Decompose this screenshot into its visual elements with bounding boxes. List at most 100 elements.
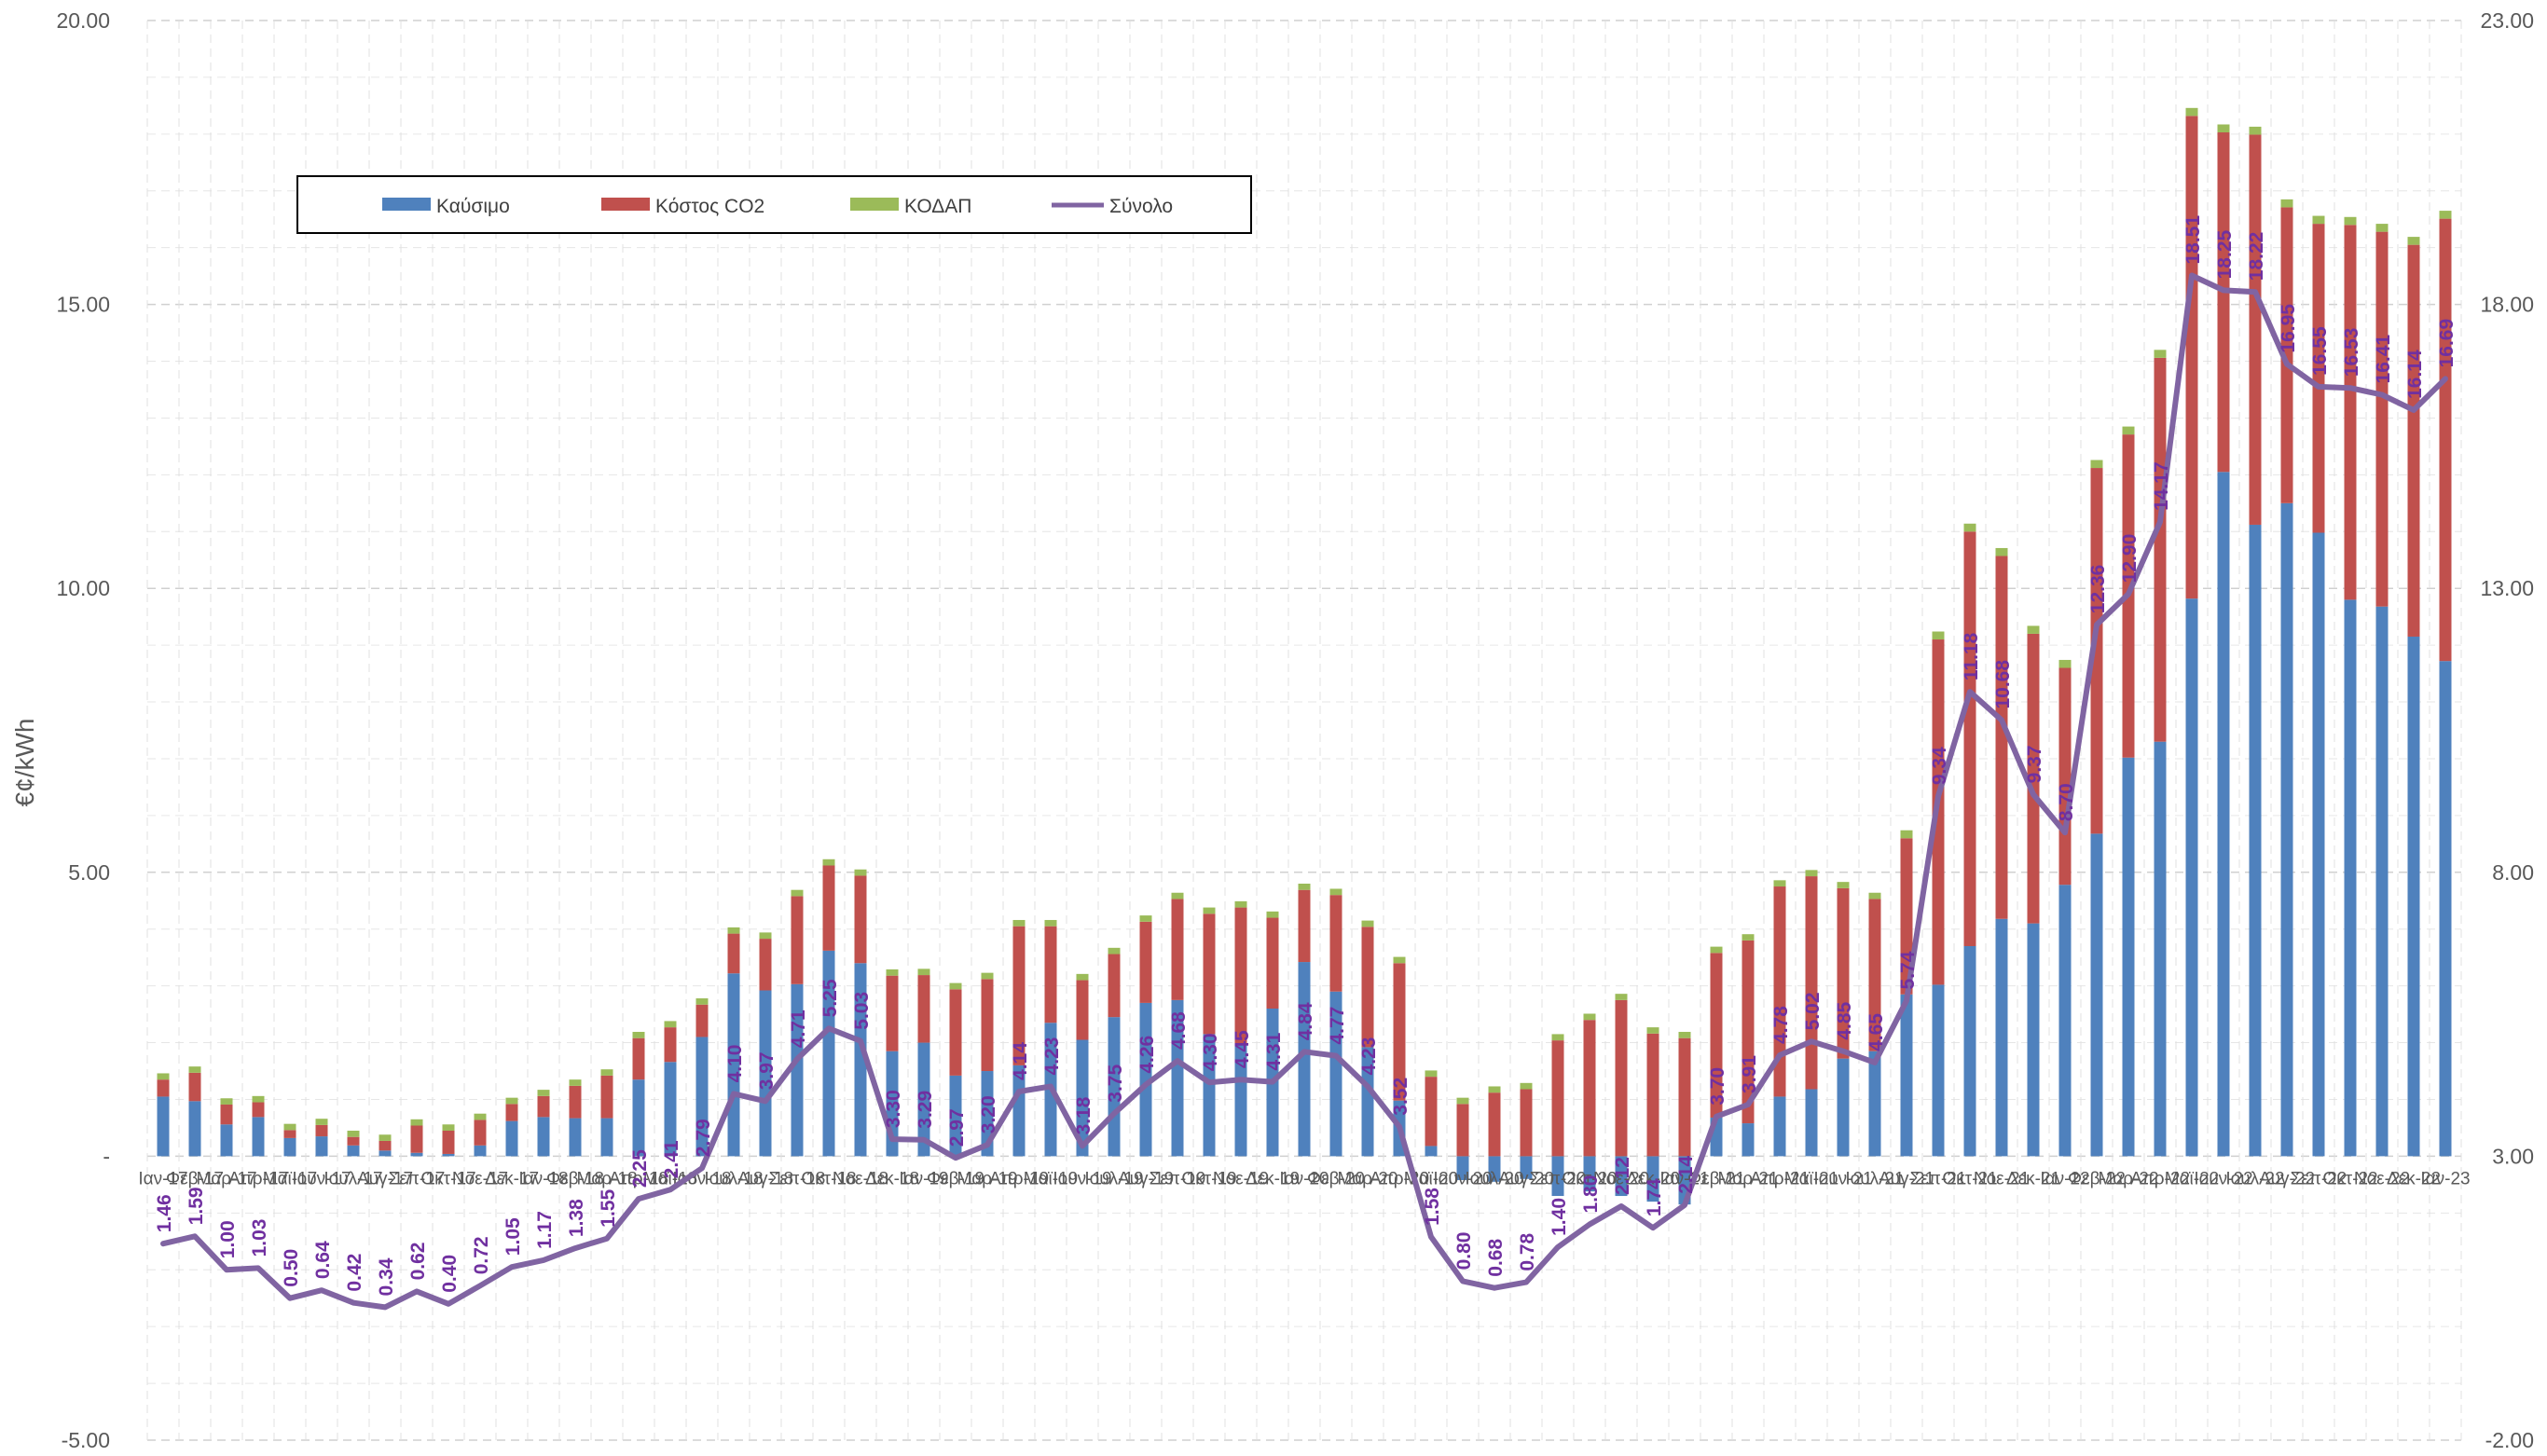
x-tick-label: Μαρ-20 xyxy=(1337,1169,1397,1188)
bar-fuel xyxy=(949,1075,962,1157)
data-label: 0.42 xyxy=(344,1254,365,1292)
bar-fuel xyxy=(1456,1156,1469,1180)
bar-fuel xyxy=(2375,606,2389,1157)
bar-kodap xyxy=(1298,883,1311,890)
bar-co2 xyxy=(1868,899,1881,1051)
data-label: 1.03 xyxy=(249,1219,270,1257)
y-tick-label: -5.00 xyxy=(62,1428,110,1452)
bar-fuel xyxy=(2312,532,2325,1157)
bar-co2 xyxy=(1171,899,1184,1000)
bar-co2 xyxy=(886,975,899,1051)
data-label: 4.77 xyxy=(1327,1007,1348,1045)
x-tick-label: Σεπ-20 xyxy=(1530,1169,1587,1188)
bar-fuel xyxy=(410,1152,423,1157)
bar-fuel xyxy=(1203,1034,1216,1157)
bar-fuel xyxy=(695,1037,709,1157)
bar-fuel xyxy=(379,1150,392,1157)
bar-co2 xyxy=(252,1102,265,1118)
bar-fuel xyxy=(1520,1156,1533,1179)
bar-co2 xyxy=(379,1140,392,1151)
data-label: 3.29 xyxy=(915,1091,936,1129)
x-tick-label: Ιουν-17 xyxy=(292,1169,351,1188)
x-tick-label: Αυγ-18 xyxy=(737,1169,793,1188)
y2-tick-label: 8.00 xyxy=(2492,860,2534,885)
bar-fuel xyxy=(1361,1047,1374,1157)
data-label: 5.02 xyxy=(1802,992,1824,1030)
bar-co2 xyxy=(2280,207,2293,503)
bar-co2 xyxy=(442,1130,455,1154)
bar-kodap xyxy=(854,869,867,876)
bar-fuel xyxy=(2154,741,2167,1157)
legend-label: Καύσιμο xyxy=(436,196,510,217)
bar-fuel xyxy=(1837,1058,1850,1157)
bar-kodap xyxy=(188,1066,201,1073)
x-tick-label: Απρ-18 xyxy=(609,1169,668,1188)
legend-label: Σύνολο xyxy=(1109,196,1173,217)
bar-co2 xyxy=(1298,889,1311,963)
data-label: 3.97 xyxy=(756,1051,778,1090)
bar-fuel xyxy=(1488,1156,1501,1182)
bar-fuel xyxy=(283,1137,296,1157)
bar-co2 xyxy=(981,979,994,1072)
bar-co2 xyxy=(917,975,930,1043)
bar-fuel xyxy=(2344,599,2357,1157)
bar-kodap xyxy=(1203,907,1216,914)
bar-fuel xyxy=(474,1145,487,1157)
bar-fuel xyxy=(2249,524,2262,1157)
bar-kodap xyxy=(569,1079,582,1086)
bars xyxy=(157,107,2452,1205)
bar-co2 xyxy=(1425,1077,1438,1147)
bar-co2 xyxy=(2090,468,2103,834)
data-label: 16.55 xyxy=(2309,326,2331,376)
bar-kodap xyxy=(2185,107,2198,117)
bar-co2 xyxy=(410,1125,423,1153)
bar-fuel xyxy=(1298,962,1311,1157)
bar-fuel xyxy=(315,1136,328,1157)
bar-co2 xyxy=(632,1037,645,1080)
bar-kodap xyxy=(917,968,930,976)
bar-kodap xyxy=(505,1097,518,1105)
legend: Καύσιμο Κόστος CO2 ΚΟΔΑΠ Σύνολο xyxy=(296,175,1252,234)
bar-fuel xyxy=(505,1120,518,1157)
data-label: 1.55 xyxy=(598,1189,619,1228)
bar-kodap xyxy=(2280,199,2293,208)
x-tick-label: Ιουλ-19 xyxy=(1084,1169,1143,1188)
bar-co2 xyxy=(600,1075,613,1119)
x-tick-label: Απρ-21 xyxy=(1750,1169,1810,1188)
x-tick-label: Αυγ-21 xyxy=(1879,1169,1934,1188)
bar-kodap xyxy=(2090,460,2103,469)
data-label: 4.14 xyxy=(1010,1042,1031,1080)
data-label: 1.59 xyxy=(186,1187,207,1225)
x-tick-label: Φεβ-18 xyxy=(546,1169,604,1188)
bar-fuel xyxy=(2122,757,2135,1157)
bar-co2 xyxy=(759,939,772,991)
data-label: 4.26 xyxy=(1136,1036,1158,1074)
bar-fuel xyxy=(347,1145,360,1157)
bar-kodap xyxy=(252,1095,265,1103)
bar-fuel xyxy=(1805,1089,1818,1157)
bar-kodap xyxy=(1551,1034,1564,1041)
x-tick-label: Ιαν-23 xyxy=(2420,1169,2470,1188)
bar-fuel xyxy=(2280,502,2293,1157)
bar-kodap xyxy=(1520,1082,1533,1090)
data-label: 0.68 xyxy=(1485,1239,1507,1277)
bar-co2 xyxy=(1615,999,1628,1157)
bar-kodap xyxy=(1837,882,1850,888)
bar-kodap xyxy=(727,927,740,934)
bar-kodap xyxy=(1329,888,1342,896)
x-tick-label: Ιαν-18 xyxy=(518,1169,568,1188)
bar-co2 xyxy=(1393,963,1406,1101)
bar-fuel xyxy=(1425,1146,1438,1157)
bar-co2 xyxy=(157,1079,170,1097)
data-label: 0.72 xyxy=(471,1236,492,1274)
bar-kodap xyxy=(2312,215,2325,225)
bar-co2 xyxy=(854,875,867,964)
bar-co2 xyxy=(1108,954,1121,1018)
bar-fuel xyxy=(1646,1156,1659,1202)
bar-co2 xyxy=(695,1004,709,1037)
data-label: 9.37 xyxy=(2024,745,2045,783)
bar-co2 xyxy=(664,1027,677,1063)
bar-kodap xyxy=(1456,1097,1469,1105)
data-label: 1.80 xyxy=(1580,1175,1602,1214)
bar-co2 xyxy=(1361,927,1374,1048)
